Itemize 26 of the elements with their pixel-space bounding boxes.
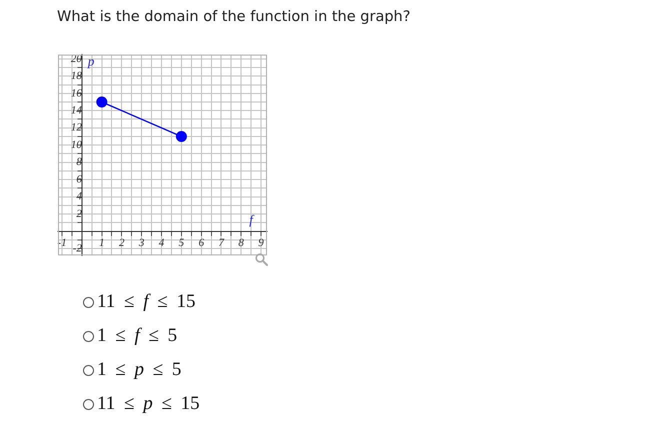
x-tick-label: 5 [178, 236, 185, 249]
y-tick-label: -2 [72, 242, 82, 254]
x-tick-label: 4 [158, 236, 165, 249]
x-tick-label: 8 [238, 236, 244, 249]
x-tick-label: 9 [258, 236, 264, 249]
text: 1 ≤ p ≤ 5 [97, 359, 182, 381]
y-tick-label: 18 [70, 70, 82, 82]
y-tick-label: 14 [70, 104, 82, 117]
x-tick-label: 6 [198, 236, 205, 249]
radio-button[interactable] [83, 296, 94, 308]
x-tick-label: 2 [118, 236, 125, 249]
text: 11 ≤ f ≤ 15 [97, 291, 196, 313]
radio-button[interactable] [83, 364, 94, 376]
y-tick-label: 12 [70, 122, 82, 134]
x-axis-title: f [249, 212, 256, 228]
y-tick-label: 10 [70, 138, 82, 151]
radio-button[interactable] [83, 398, 94, 410]
text: 11 ≤ p ≤ 15 [97, 393, 200, 415]
text: 1 ≤ f ≤ 5 [97, 325, 178, 347]
x-tick-label: 3 [138, 236, 145, 249]
radio-button[interactable] [83, 330, 94, 342]
x-tick-label: 1 [99, 236, 105, 249]
x-tick-label: 7 [218, 236, 224, 249]
chart-title: What is the domain of the function in the graph? [57, 8, 410, 27]
y-tick-label: 16 [70, 87, 82, 100]
y-axis-title: p [86, 54, 95, 69]
